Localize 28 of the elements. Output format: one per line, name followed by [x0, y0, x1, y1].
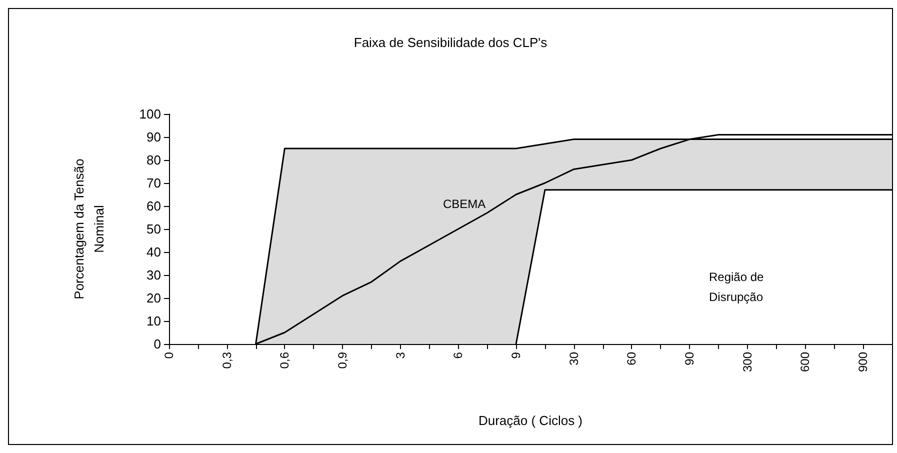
x-tick-label: 6	[451, 352, 466, 359]
x-tick-label: 300	[740, 352, 754, 372]
y-tick-label: 90	[146, 130, 161, 144]
x-tick-label: 0	[162, 352, 176, 359]
x-tick-label: 900	[856, 352, 870, 372]
y-tick-label: 80	[146, 152, 161, 168]
x-tick-label: 3	[393, 352, 408, 359]
x-tick-label: 30	[566, 352, 581, 366]
x-tick-label: 60	[624, 352, 639, 366]
y-tick-label: 60	[146, 198, 161, 214]
annotation: Região de Disrupção	[709, 270, 764, 304]
x-tick-label: 9	[509, 352, 524, 359]
x-tick-label: 0,9	[336, 352, 350, 369]
y-tick-label: 30	[146, 268, 161, 282]
x-tick-label: 600	[798, 352, 812, 372]
annotation: CBEMA	[443, 197, 486, 211]
y-axis-title: Porcentagem da Tensão Nominal	[72, 158, 106, 300]
x-tick-label: 0,3	[220, 352, 234, 369]
x-axis-title: Duração ( Ciclos )	[478, 413, 583, 428]
y-tick-label: 20	[146, 290, 161, 306]
y-tick-label: 10	[146, 314, 161, 328]
y-tick-label: 40	[146, 244, 161, 260]
y-tick-label: 100	[139, 106, 161, 122]
chart-title: Faixa de Sensibilidade dos CLP's	[354, 35, 548, 50]
y-tick-label: 50	[146, 222, 161, 236]
x-tick-label: 90	[682, 352, 697, 366]
y-tick-label: 70	[146, 176, 161, 190]
x-tick-label: 0,6	[278, 352, 292, 369]
